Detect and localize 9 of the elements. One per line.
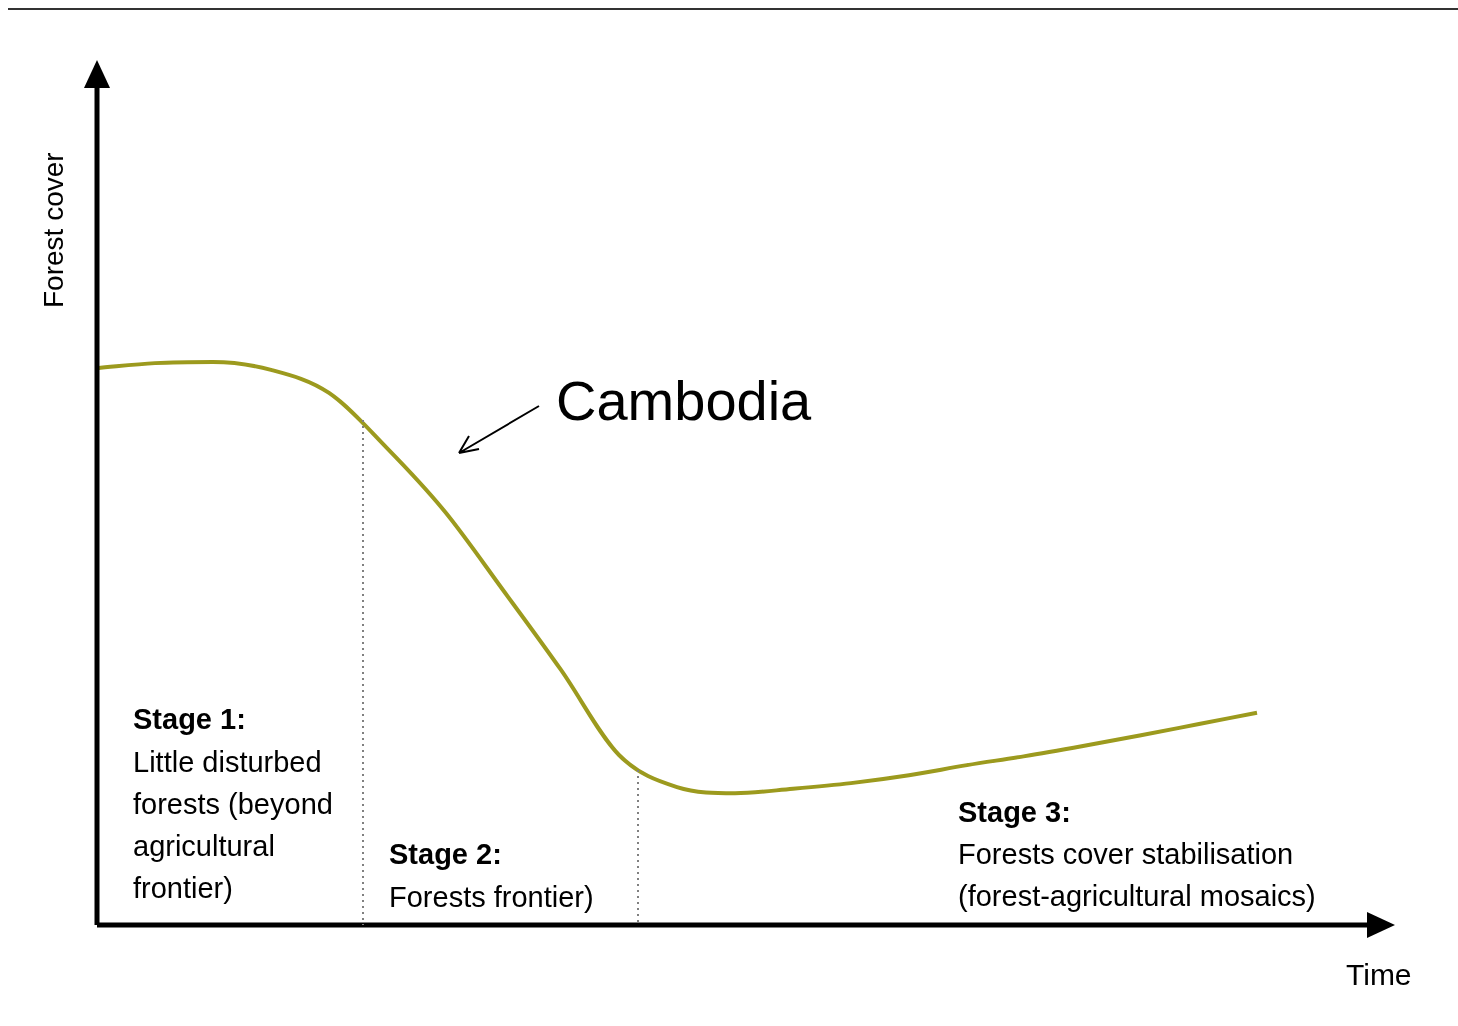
annotation: Forests frontier) [389,880,595,915]
annotation: Cambodia [556,368,813,434]
annotation: Little disturbed forests (beyond agricultural frontier) [133,745,334,907]
y-axis-title: Forest cover [38,152,70,308]
annotation: Stage 3: [958,795,1072,830]
annotation: Stage 1: [133,702,247,737]
annotation: Stage 2: [389,837,503,872]
x-axis-title: Time [1346,958,1412,992]
annotation: Forests cover stabilisation (forest-agricultural mosaics) [958,837,1317,915]
